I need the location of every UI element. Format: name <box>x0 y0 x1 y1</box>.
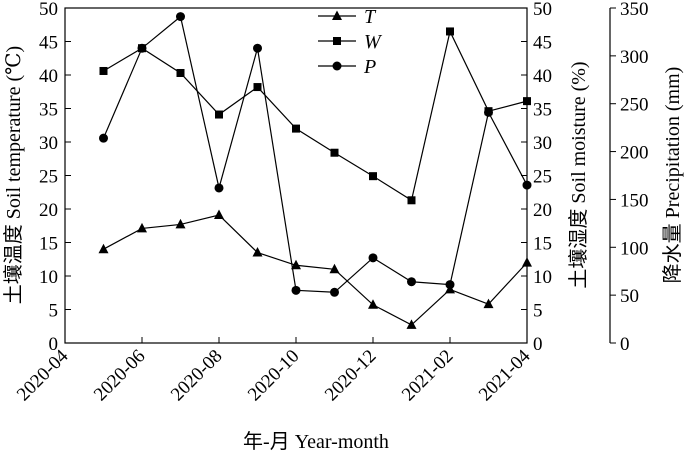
y-right1-tick-label: 5 <box>533 301 543 322</box>
point-w <box>369 172 377 181</box>
point-w <box>253 83 262 92</box>
x-tick-label: 2020-12 <box>321 346 381 406</box>
point-w <box>176 68 185 77</box>
point-t <box>329 263 340 274</box>
point-p <box>522 180 532 190</box>
y-right2-tick-label: 150 <box>620 190 649 211</box>
y-right1-tick-label: 35 <box>533 100 552 121</box>
x-tick-label: 2020-04 <box>13 345 73 405</box>
point-t <box>522 257 532 267</box>
y-left-tick-label: 20 <box>39 200 58 221</box>
y-right2-tick-label: 100 <box>620 238 649 259</box>
series-line-t <box>103 214 528 326</box>
legend: TWP <box>318 6 383 78</box>
point-p <box>214 183 224 193</box>
y-right2-tick-label: 200 <box>620 143 649 164</box>
y-right1-tick-label: 15 <box>533 234 552 255</box>
y-right1-tick-label: 10 <box>533 267 552 288</box>
point-t <box>175 218 186 229</box>
x-tick-label: 2020-10 <box>244 346 304 406</box>
series-line-p <box>102 15 528 293</box>
y-right2-tick-label: 0 <box>620 334 630 355</box>
point-p <box>253 43 262 53</box>
y-left-tick-label: 15 <box>39 234 58 255</box>
point-p <box>291 285 301 295</box>
point-p <box>176 12 185 22</box>
legend-label-w: W <box>364 31 383 53</box>
y-right2-tick-label: 50 <box>620 286 639 307</box>
point-p <box>330 287 339 297</box>
y-left-tick-label: 25 <box>39 167 58 188</box>
point-p <box>368 253 378 263</box>
point-w <box>99 66 108 75</box>
point-t <box>252 247 263 257</box>
y-left-tick-label: 5 <box>49 301 59 322</box>
y-left-tick-label: 40 <box>39 66 58 87</box>
point-t <box>98 243 109 254</box>
x-tick-label: 2021-04 <box>475 345 535 405</box>
point-w <box>330 148 339 157</box>
point-t <box>368 299 378 309</box>
legend-marker-w <box>333 37 341 45</box>
y-left-tick-label: 45 <box>39 33 58 54</box>
y-right1-tick-label: 20 <box>533 200 552 221</box>
y-right1-tick-label: 40 <box>533 66 552 87</box>
point-p <box>137 43 147 53</box>
point-w <box>292 124 300 133</box>
point-t <box>406 319 417 329</box>
y-left-tick-label: 10 <box>39 267 58 288</box>
y-right1-tick-label: 45 <box>533 33 552 54</box>
y-axis-right-precipitation-title: 降水量 Precipitation (mm) <box>661 67 684 284</box>
point-p <box>484 107 493 117</box>
point-t <box>137 222 147 233</box>
x-tick-label: 2020-08 <box>167 346 227 406</box>
point-p <box>407 277 416 287</box>
series-layer <box>98 12 532 329</box>
y-right2-tick-label: 250 <box>620 95 649 116</box>
x-axis-title: 年-月 Year-month <box>243 430 389 453</box>
y-right2-tick-label: 300 <box>620 47 649 68</box>
y-right1-tick-label: 30 <box>533 133 552 154</box>
point-p <box>99 133 108 143</box>
y-left-tick-label: 0 <box>49 334 59 355</box>
series-line-w <box>103 29 528 202</box>
point-w <box>407 196 416 205</box>
x-tick-label: 2020-06 <box>90 346 150 406</box>
point-t <box>291 259 301 270</box>
y-left-tick-label: 50 <box>39 0 58 20</box>
point-w <box>215 110 223 119</box>
axes: 2020-04 2020-06 2020-08 2020-10 2020-12 2021-… <box>13 0 649 405</box>
y-axis-right-moisture-title: 土壤湿度 Soil moisture (%) <box>567 61 590 288</box>
point-p <box>445 280 455 290</box>
y-right2-tick-label: 350 <box>620 0 649 20</box>
point-t <box>483 298 494 309</box>
y-right1-tick-label: 0 <box>533 334 543 355</box>
point-t <box>214 209 224 220</box>
y-axis-left-title: 土壤温度 Soil temperature (℃) <box>2 46 25 304</box>
legend-label-p: P <box>363 56 376 78</box>
legend-marker-p <box>332 61 342 71</box>
point-w <box>446 27 454 36</box>
legend-label-t: T <box>364 6 377 28</box>
y-left-tick-label: 30 <box>39 133 58 154</box>
x-tick-label: 2021-02 <box>398 346 458 406</box>
legend-marker-t <box>332 10 342 20</box>
point-w <box>523 97 531 106</box>
y-left-tick-label: 35 <box>39 100 58 121</box>
y-right1-tick-label: 25 <box>533 167 552 188</box>
y-right1-tick-label: 50 <box>533 0 552 20</box>
